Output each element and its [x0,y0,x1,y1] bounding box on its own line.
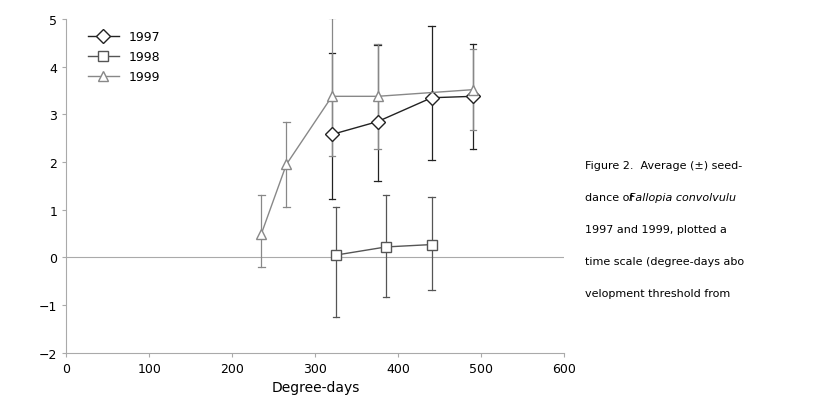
Line: 1997: 1997 [327,92,478,140]
1997 [327,133,337,138]
Text: velopment threshold from: velopment threshold from [585,289,730,299]
Legend: 1997, 1998, 1999: 1997, 1998, 1999 [83,26,165,89]
1999 [327,95,337,99]
1997 [468,95,478,99]
1999 [468,88,478,93]
Text: time scale (degree-days abo: time scale (degree-days abo [585,257,745,267]
Text: Figure 2.  Average (±) seed-: Figure 2. Average (±) seed- [585,160,742,170]
1999 [373,95,383,99]
1997 [427,96,437,101]
X-axis label: Degree-days: Degree-days [271,381,359,394]
1997 [373,120,383,125]
1999 [256,232,266,237]
Line: 1999: 1999 [256,85,478,239]
Text: 1997 and 1999, plotted a: 1997 and 1999, plotted a [585,225,727,235]
1998 [381,245,391,250]
Line: 1998: 1998 [331,240,437,260]
1998 [331,253,341,258]
Text: Fallopia convolvulu: Fallopia convolvulu [629,192,736,203]
1999 [281,163,291,168]
1998 [427,243,437,247]
Text: dance of: dance of [585,192,637,203]
